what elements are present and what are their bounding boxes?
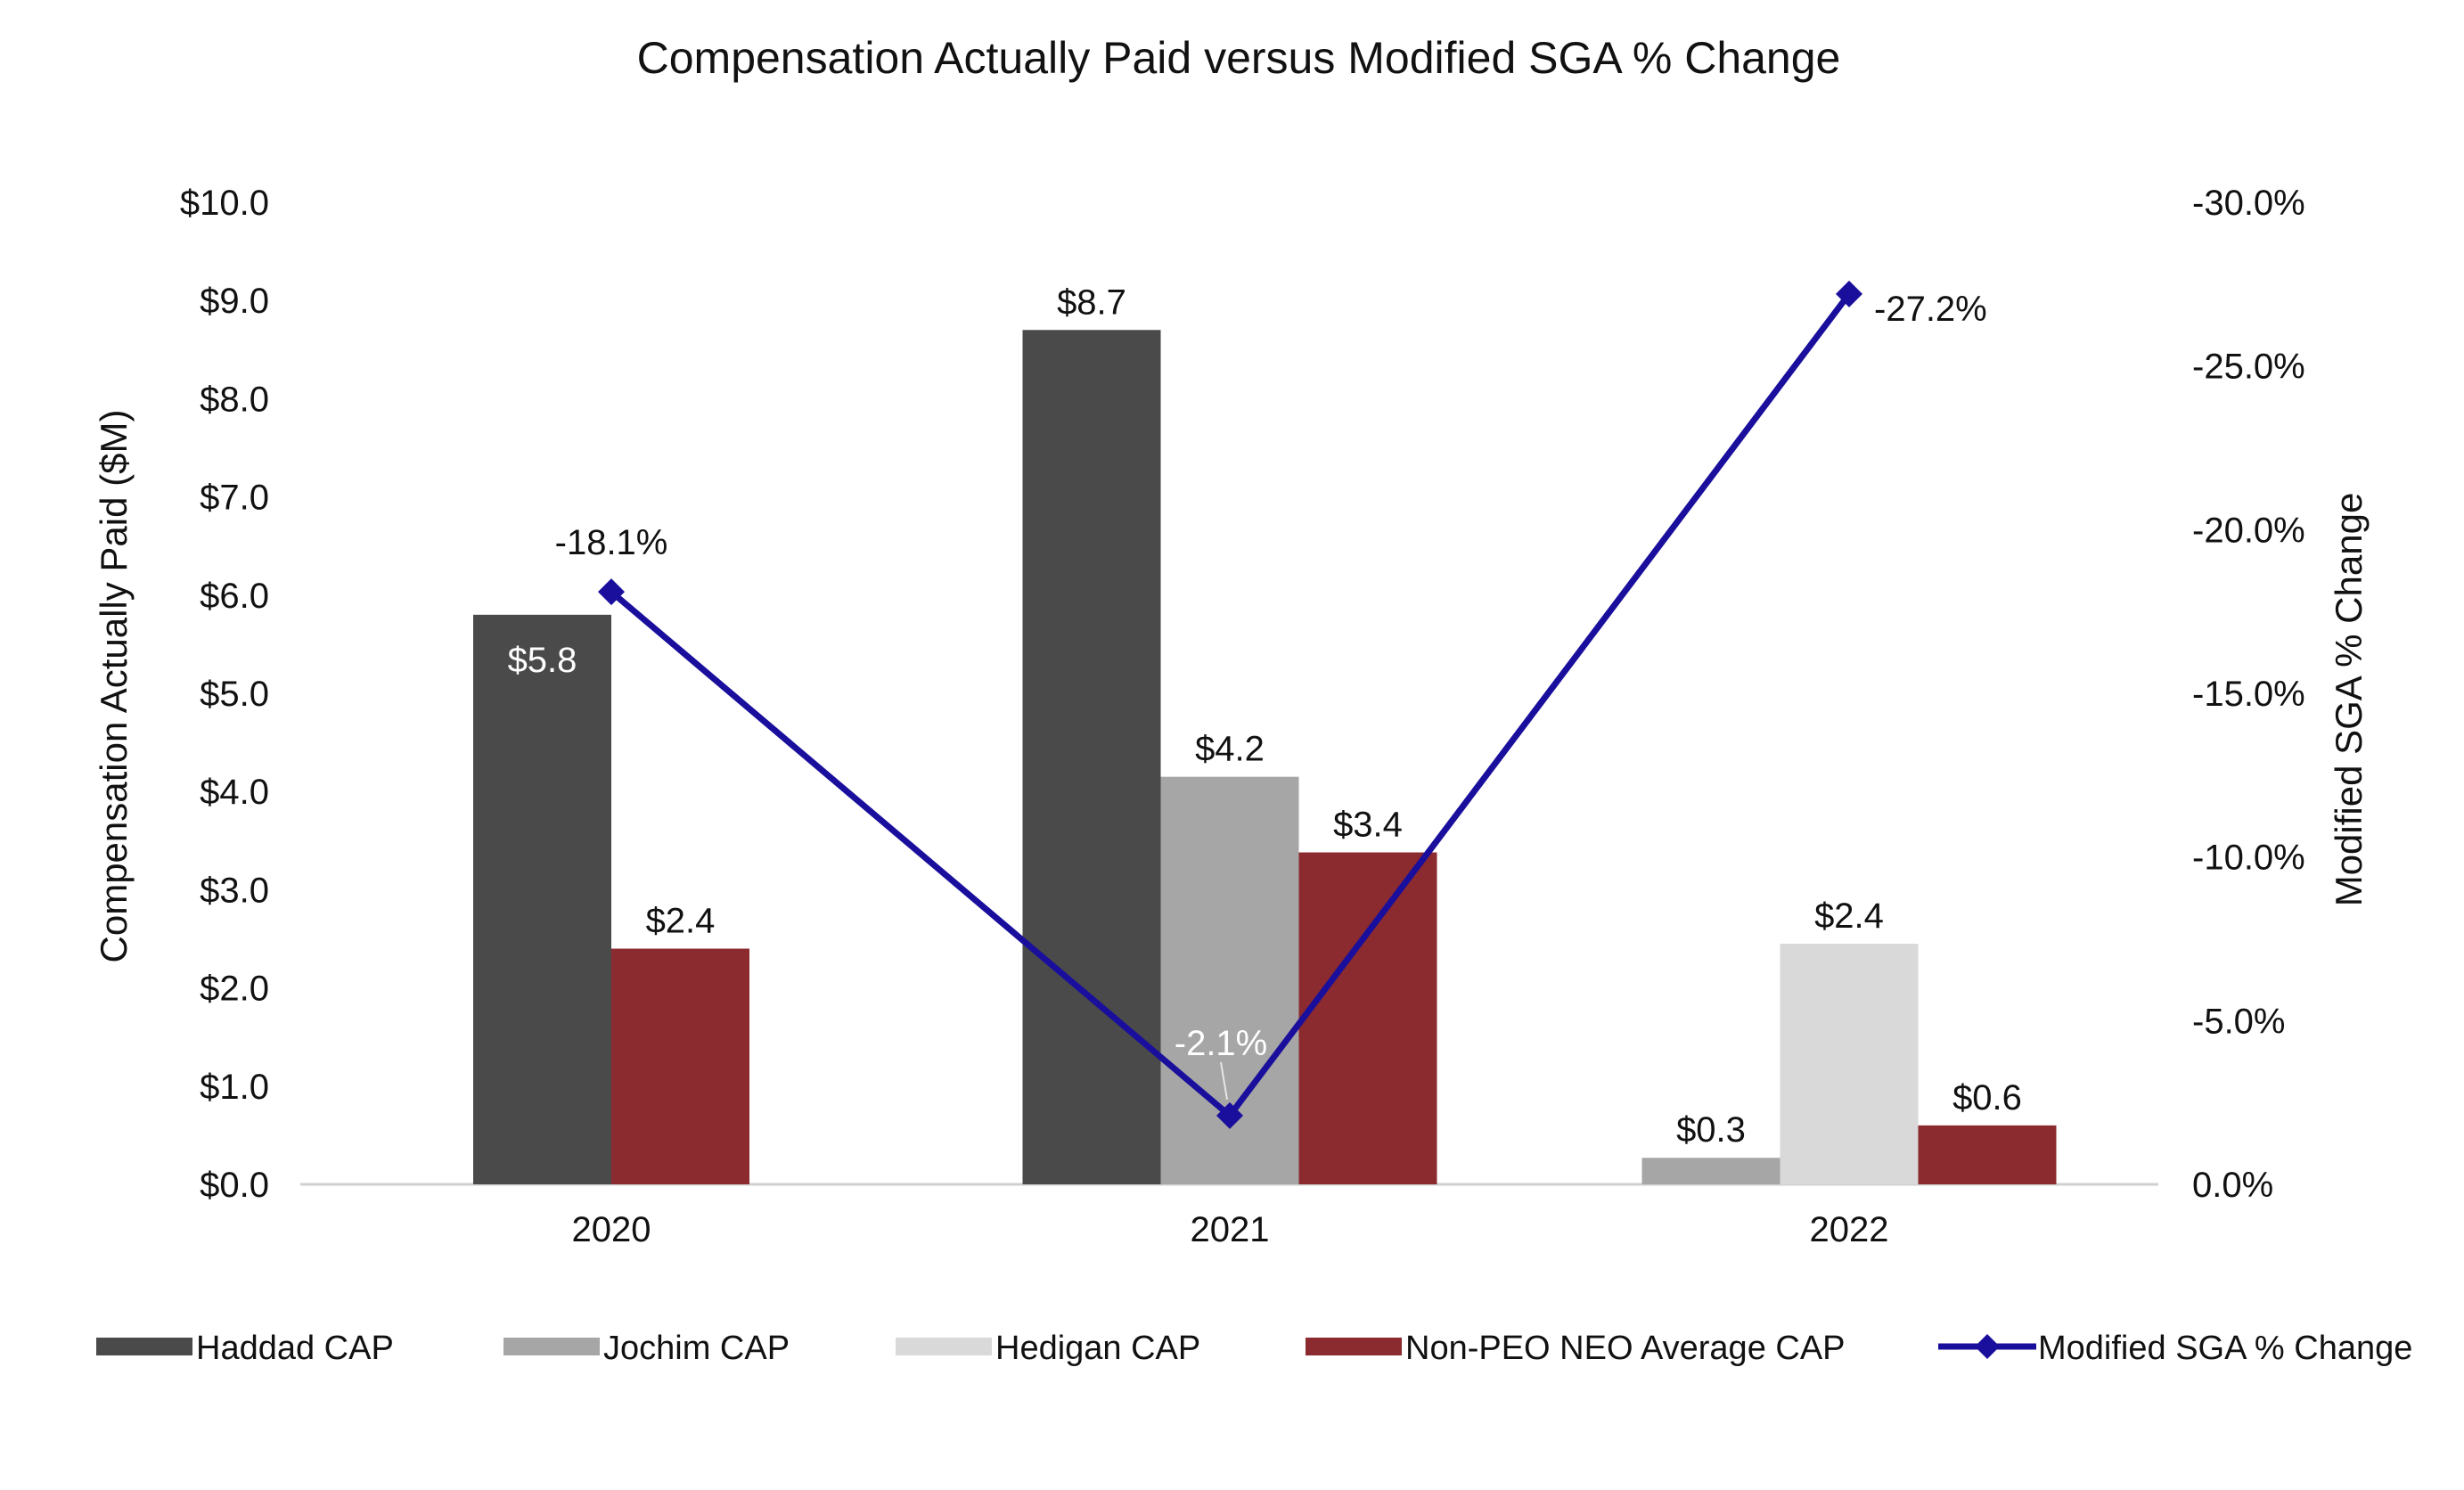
legend-swatch	[503, 1338, 600, 1355]
y-tick-label: $2.0	[200, 970, 269, 1009]
bar-data-label: $8.7	[1057, 282, 1126, 322]
y-tick-label: $10.0	[180, 184, 269, 223]
bar-non-peo-neo-average-cap-2021	[1298, 852, 1437, 1184]
legend-label: Modified SGA % Change	[2038, 1330, 2412, 1367]
y-axis-label: Compensation Actually Paid ($M)	[93, 410, 135, 963]
bar-haddad-cap-2020	[473, 614, 611, 1184]
legend-label: Haddad CAP	[196, 1330, 394, 1367]
y-tick-label: $6.0	[200, 577, 269, 616]
y2-tick-label: -5.0%	[2192, 1002, 2286, 1041]
line-data-label: -18.1%	[555, 523, 668, 562]
y2-tick-label: -30.0%	[2192, 184, 2305, 223]
bar-hedigan-cap-2022	[1780, 944, 1919, 1184]
legend-swatch	[896, 1338, 992, 1355]
bar-data-label: $2.4	[646, 902, 716, 941]
bar-data-label: $4.2	[1195, 730, 1265, 769]
line-point-marker	[1836, 280, 1862, 307]
y-tick-label: $1.0	[200, 1068, 269, 1107]
line-point-marker	[1216, 1101, 1243, 1129]
y-tick-label: $4.0	[200, 773, 269, 812]
y-tick-label: $9.0	[200, 282, 269, 321]
x-tick-label: 2021	[1191, 1210, 1270, 1249]
y-tick-label: $0.0	[200, 1166, 269, 1205]
legend-item-haddad-cap: Haddad CAP	[96, 1330, 394, 1367]
bar-data-label: $0.3	[1676, 1110, 1746, 1150]
x-tick-label: 2022	[1810, 1210, 1889, 1249]
y2-tick-label: -10.0%	[2192, 839, 2305, 878]
chart-title: Compensation Actually Paid versus Modifi…	[637, 33, 1841, 83]
legend-marker	[1975, 1334, 2000, 1359]
y2-tick-label: -20.0%	[2192, 511, 2305, 550]
legend: Haddad CAP Jochim CAP Hedigan CAP Non-PEO N…	[96, 1330, 2412, 1367]
y-tick-label: $3.0	[200, 871, 269, 910]
y-tick-label: $5.0	[200, 675, 269, 714]
legend-label: Non-PEO NEO Average CAP	[1405, 1330, 1846, 1367]
bar-labels-group: $5.8 $2.4 $8.7 $4.2 $3.4 $0.3 $2.4 $0.6	[508, 282, 2022, 1150]
y2-tick-label: -15.0%	[2192, 675, 2305, 714]
bar-haddad-cap-2021	[1022, 330, 1161, 1184]
line-data-label: -27.2%	[1874, 290, 1987, 329]
y2-axis-ticks: 0.0% -5.0% -10.0% -15.0% -20.0% -25.0% -30.0%	[2192, 184, 2305, 1205]
bar-data-label: $0.6	[1952, 1078, 2022, 1118]
bar-jochim-cap-2022	[1641, 1158, 1780, 1184]
y-tick-label: $7.0	[200, 479, 269, 518]
legend-swatch	[96, 1338, 192, 1355]
line-series-group: -18.1% -2.1% -27.2%	[555, 280, 1987, 1129]
line-data-label: -2.1%	[1175, 1024, 1268, 1063]
legend-swatch	[1306, 1338, 1402, 1355]
bar-non-peo-neo-average-cap-2020	[611, 948, 749, 1184]
legend-item-non-peo-neo-average-cap: Non-PEO NEO Average CAP	[1306, 1330, 1846, 1367]
legend-item-hedigan-cap: Hedigan CAP	[896, 1330, 1200, 1367]
bars-group	[473, 330, 2057, 1184]
legend-label: Hedigan CAP	[995, 1330, 1200, 1367]
bar-data-label: $3.4	[1333, 806, 1403, 845]
label-leader-line	[1220, 1061, 1228, 1101]
y-axis-ticks: $0.0 $1.0 $2.0 $3.0 $4.0 $5.0 $6.0 $7.0 $8.0 $9.0…	[180, 184, 269, 1205]
y-tick-label: $8.0	[200, 380, 269, 419]
legend-label: Jochim CAP	[603, 1330, 790, 1367]
y2-tick-label: 0.0%	[2192, 1166, 2273, 1205]
legend-item-modified-sga-change: Modified SGA % Change	[1938, 1330, 2412, 1367]
x-tick-label: 2020	[572, 1210, 651, 1249]
y2-axis-label: Modified SGA % Change	[2328, 493, 2370, 907]
bar-data-label: $2.4	[1814, 896, 1884, 936]
bar-non-peo-neo-average-cap-2022	[1918, 1125, 2057, 1184]
legend-item-jochim-cap: Jochim CAP	[503, 1330, 790, 1367]
line-point-marker	[598, 578, 625, 606]
bar-data-label: $5.8	[508, 641, 577, 680]
x-axis-ticks: 2020 2021 2022	[572, 1210, 1889, 1249]
y2-tick-label: -25.0%	[2192, 348, 2305, 387]
